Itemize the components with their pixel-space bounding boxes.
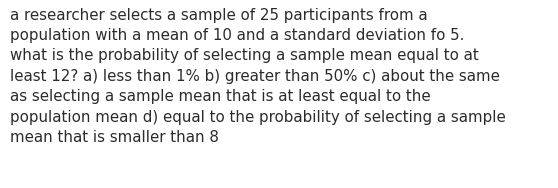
- Text: a researcher selects a sample of 25 participants from a
population with a mean o: a researcher selects a sample of 25 part…: [10, 8, 506, 145]
